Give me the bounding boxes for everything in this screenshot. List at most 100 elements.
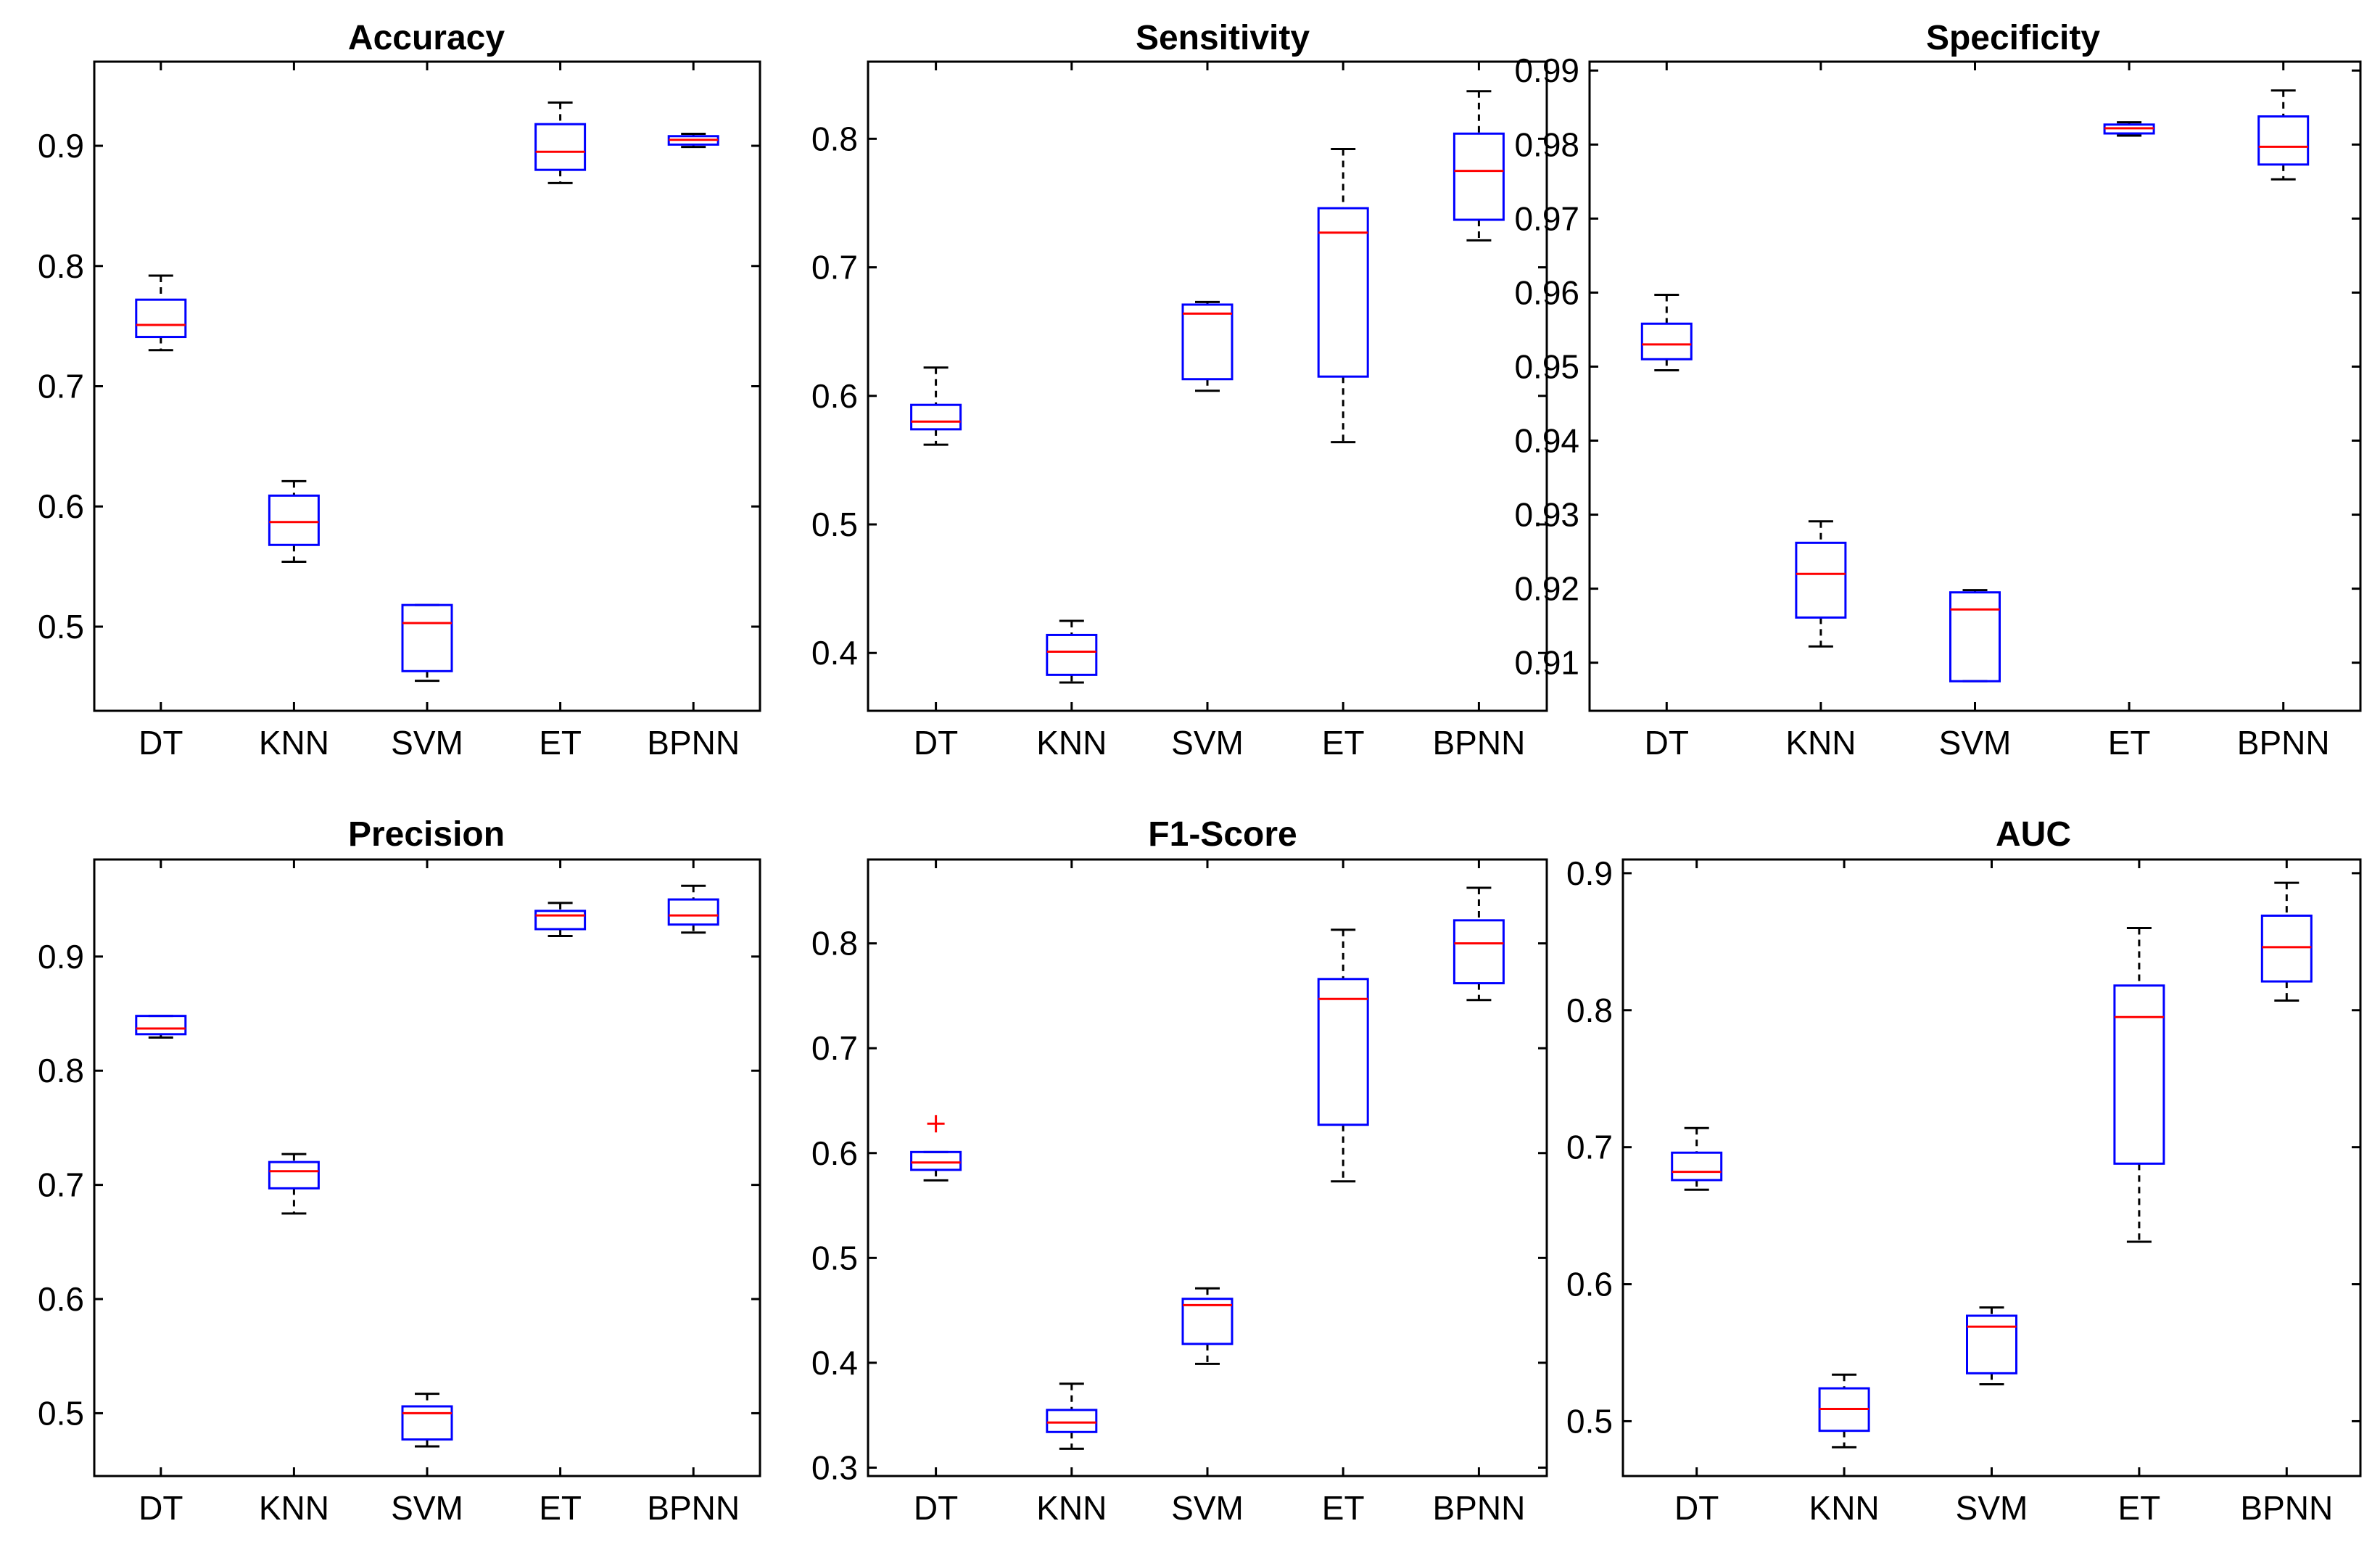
panel-title: Specificity bbox=[1926, 19, 2100, 57]
iqr-box bbox=[1671, 1151, 1723, 1182]
box-dt bbox=[910, 366, 962, 446]
x-tick-label: SVM bbox=[391, 724, 463, 762]
x-tick-label: ET bbox=[1322, 1489, 1365, 1527]
y-tick-label: 0.93 bbox=[1514, 496, 1579, 534]
axes-frame bbox=[867, 858, 1548, 1477]
x-tick-label: DT bbox=[914, 724, 958, 762]
iqr-box bbox=[1453, 919, 1505, 985]
y-tick-label: 0.6 bbox=[811, 377, 858, 415]
y-tick-label: 0.3 bbox=[811, 1448, 858, 1486]
y-tick-label: 0.9 bbox=[1566, 854, 1613, 892]
x-tick-label: SVM bbox=[1939, 724, 2012, 762]
box-bpnn bbox=[2260, 881, 2313, 1002]
box-bpnn bbox=[1453, 90, 1505, 242]
x-tick-label: DT bbox=[914, 1489, 958, 1527]
iqr-box bbox=[1640, 322, 1693, 360]
box-knn bbox=[268, 1153, 320, 1215]
y-tick-label: 0.4 bbox=[811, 1344, 858, 1382]
iqr-box bbox=[401, 603, 453, 672]
x-tick-label: KNN bbox=[259, 1489, 329, 1527]
axes-frame bbox=[93, 858, 761, 1477]
box-svm bbox=[1181, 300, 1234, 392]
x-tick-label: KNN bbox=[1036, 724, 1107, 762]
axes-frame bbox=[867, 60, 1548, 712]
box-svm bbox=[1966, 1306, 2017, 1385]
iqr-box bbox=[2113, 984, 2165, 1165]
x-tick-label: DT bbox=[1674, 1489, 1719, 1527]
box-et bbox=[534, 902, 587, 937]
iqr-box bbox=[910, 403, 962, 431]
y-tick-label: 0.5 bbox=[1566, 1402, 1613, 1440]
iqr-box bbox=[135, 1015, 187, 1036]
panel-title: Precision bbox=[348, 815, 505, 854]
iqr-box bbox=[1046, 1409, 1098, 1433]
box-et bbox=[1317, 148, 1369, 444]
x-tick-label: BPNN bbox=[647, 1489, 740, 1527]
panel-title: F1-Score bbox=[1148, 815, 1297, 854]
iqr-box bbox=[910, 1150, 962, 1171]
y-tick-label: 0.5 bbox=[811, 506, 858, 543]
x-tick-label: ET bbox=[1322, 724, 1365, 762]
panel-title: Accuracy bbox=[348, 19, 505, 57]
iqr-box bbox=[1181, 303, 1234, 381]
x-tick-label: ET bbox=[539, 724, 582, 762]
y-tick-label: 0.4 bbox=[811, 634, 858, 672]
x-tick-label: ET bbox=[2118, 1489, 2161, 1527]
y-tick-label: 0.7 bbox=[38, 368, 84, 405]
box-dt bbox=[910, 1115, 962, 1182]
plot-area: 0.5 0.6 0.7 0.8 0.9 DT KNN SVM ET BPNN bbox=[1566, 854, 2362, 1527]
x-tick-label: BPNN bbox=[647, 724, 740, 762]
iqr-box bbox=[1453, 132, 1505, 221]
y-tick-label: 0.5 bbox=[38, 1394, 84, 1432]
y-tick-label: 0.8 bbox=[811, 120, 858, 157]
y-tick-label: 0.99 bbox=[1514, 51, 1579, 89]
plot-area: 0.5 0.6 0.7 0.8 0.9 DT KNN SVM ET BPNN bbox=[38, 60, 761, 762]
x-tick-label: DT bbox=[139, 724, 183, 762]
y-tick-label: 0.96 bbox=[1514, 273, 1579, 311]
x-tick-label: ET bbox=[539, 1489, 582, 1527]
box-knn bbox=[1046, 619, 1098, 684]
x-tick-label: DT bbox=[139, 1489, 183, 1527]
x-tick-label: DT bbox=[1645, 724, 1689, 762]
y-tick-label: 0.8 bbox=[1566, 992, 1613, 1029]
box-knn bbox=[1818, 1373, 1870, 1448]
axes-frame bbox=[93, 60, 761, 712]
y-tick-label: 0.91 bbox=[1514, 644, 1579, 682]
y-tick-label: 0.8 bbox=[811, 925, 858, 962]
iqr-box bbox=[1046, 633, 1098, 676]
box-svm bbox=[1181, 1287, 1234, 1365]
y-tick-label: 0.5 bbox=[811, 1239, 858, 1277]
panel-sensitivity: Sensitivity 0.4 0.5 0.6 0.7 0.8 DT KNN SVM ET BPN… bbox=[811, 19, 1548, 762]
x-tick-label: SVM bbox=[1171, 1489, 1244, 1527]
panel-title: Sensitivity bbox=[1136, 19, 1310, 57]
panel-accuracy: Accuracy 0.5 0.6 0.7 0.8 0.9 DT KNN SVM ET BPNN bbox=[38, 19, 761, 762]
box-knn bbox=[1046, 1382, 1098, 1450]
iqr-box bbox=[135, 298, 187, 339]
iqr-box bbox=[268, 1161, 320, 1190]
box-et bbox=[1317, 928, 1369, 1183]
plot-area: 0.91 0.92 0.93 0.94 0.95 0.96 0.97 0.98 0.99 DT KN… bbox=[1514, 51, 2362, 762]
box-dt bbox=[1671, 1126, 1723, 1191]
box-dt bbox=[135, 274, 187, 352]
panel-f1-score: F1-Score 0.3 0.4 0.5 0.6 0.7 0.8 DT KNN SVM ET BPN… bbox=[811, 815, 1548, 1527]
y-tick-label: 0.7 bbox=[811, 249, 858, 286]
x-tick-label: SVM bbox=[391, 1489, 463, 1527]
y-tick-label: 0.9 bbox=[38, 127, 84, 165]
iqr-box bbox=[534, 123, 587, 171]
y-tick-label: 0.7 bbox=[1566, 1129, 1613, 1166]
iqr-box bbox=[1181, 1298, 1234, 1345]
box-bpnn bbox=[1453, 886, 1505, 1002]
box-knn bbox=[268, 479, 320, 563]
y-tick-label: 0.97 bbox=[1514, 199, 1579, 237]
y-tick-label: 0.6 bbox=[38, 487, 84, 525]
plot-area: 0.5 0.6 0.7 0.8 0.9 DT KNN SVM ET BPNN bbox=[38, 858, 761, 1527]
y-tick-label: 0.5 bbox=[38, 608, 84, 646]
x-tick-label: SVM bbox=[1956, 1489, 2028, 1527]
x-tick-label: ET bbox=[2108, 724, 2151, 762]
y-tick-label: 0.92 bbox=[1514, 570, 1579, 608]
plot-area: 0.3 0.4 0.5 0.6 0.7 0.8 DT KNN SVM ET BPNN bbox=[811, 858, 1548, 1527]
iqr-box bbox=[1795, 541, 1847, 619]
y-tick-label: 0.9 bbox=[38, 938, 84, 976]
y-tick-label: 0.7 bbox=[811, 1029, 858, 1067]
iqr-box bbox=[1966, 1314, 2017, 1374]
